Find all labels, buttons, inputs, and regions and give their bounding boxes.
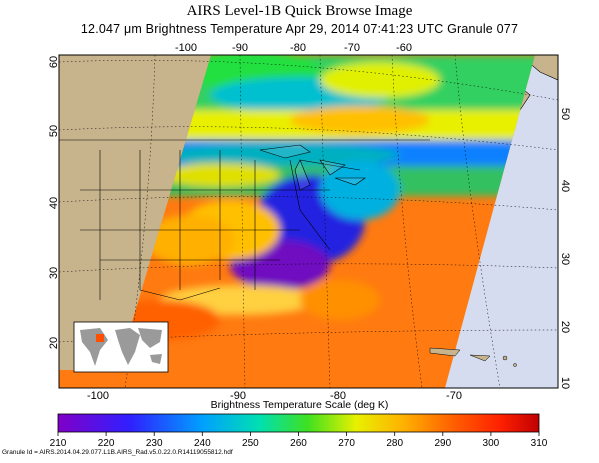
right-latitude-labels: 50 40 30 20 10	[559, 108, 571, 389]
colorbar-tick-label: 240	[194, 438, 211, 449]
map-frame	[58, 54, 559, 389]
colorbar-tick-label: 270	[338, 438, 355, 449]
left-latitude-labels: 60 50 40 30 20	[48, 56, 60, 349]
top-lon-label: -80	[290, 42, 306, 54]
right-lat-label: 20	[559, 321, 571, 333]
colorbar-tick-label: 250	[242, 438, 259, 449]
inset-world-map	[73, 321, 169, 373]
granule-id: Granule Id = AIRS.2014.04.29.077.L1B.AIR…	[2, 449, 233, 456]
caribbean-islands	[429, 347, 517, 367]
top-lon-label: -90	[232, 42, 248, 54]
bottom-lon-label: -70	[446, 390, 462, 402]
left-lat-label: 20	[48, 337, 60, 349]
right-lat-label: 50	[559, 108, 571, 120]
right-lat-label: 10	[559, 377, 571, 389]
top-lon-label: -100	[175, 42, 197, 54]
colorbar-tick-label: 310	[531, 438, 548, 449]
map-area	[59, 55, 558, 388]
left-lat-label: 30	[48, 267, 60, 279]
colorbar-tick-label: 260	[290, 438, 307, 449]
colorbar-tick-label: 210	[50, 438, 67, 449]
page-subtitle: 12.047 μm Brightness Temperature Apr 29,…	[80, 22, 519, 36]
left-lat-label: 50	[48, 125, 60, 137]
top-longitude-labels: -100 -90 -80 -70 -60	[175, 42, 412, 54]
colorbar-title: Brightness Temperature Scale (deg K)	[210, 399, 389, 411]
graticule	[59, 55, 558, 388]
colorbar	[57, 413, 540, 433]
bottom-lon-label: -80	[330, 390, 346, 402]
bottom-longitude-labels: -100 -90 -80 -70	[87, 390, 462, 402]
bottom-lon-label: -100	[87, 390, 109, 402]
page-title: AIRS Level-1B Quick Browse Image	[186, 3, 413, 19]
top-lon-label: -70	[344, 42, 360, 54]
political-boundaries	[59, 139, 430, 301]
great-lakes	[259, 144, 366, 191]
colorbar-tick-label: 280	[386, 438, 403, 449]
right-lat-label: 40	[559, 180, 571, 192]
right-lat-label: 30	[559, 253, 571, 265]
colorbar-tick-label: 230	[146, 438, 163, 449]
top-lon-label: -60	[396, 42, 412, 54]
bottom-lon-label: -90	[230, 390, 246, 402]
left-lat-label: 40	[48, 197, 60, 209]
left-lat-label: 60	[48, 56, 60, 68]
colorbar-tick-label: 300	[483, 438, 500, 449]
colorbar-tick-label: 290	[434, 438, 451, 449]
colorbar-tick-label: 220	[98, 438, 115, 449]
colorbar-ticks: 210 220 230 240 250 260 270 280 290 300 310	[50, 432, 548, 449]
